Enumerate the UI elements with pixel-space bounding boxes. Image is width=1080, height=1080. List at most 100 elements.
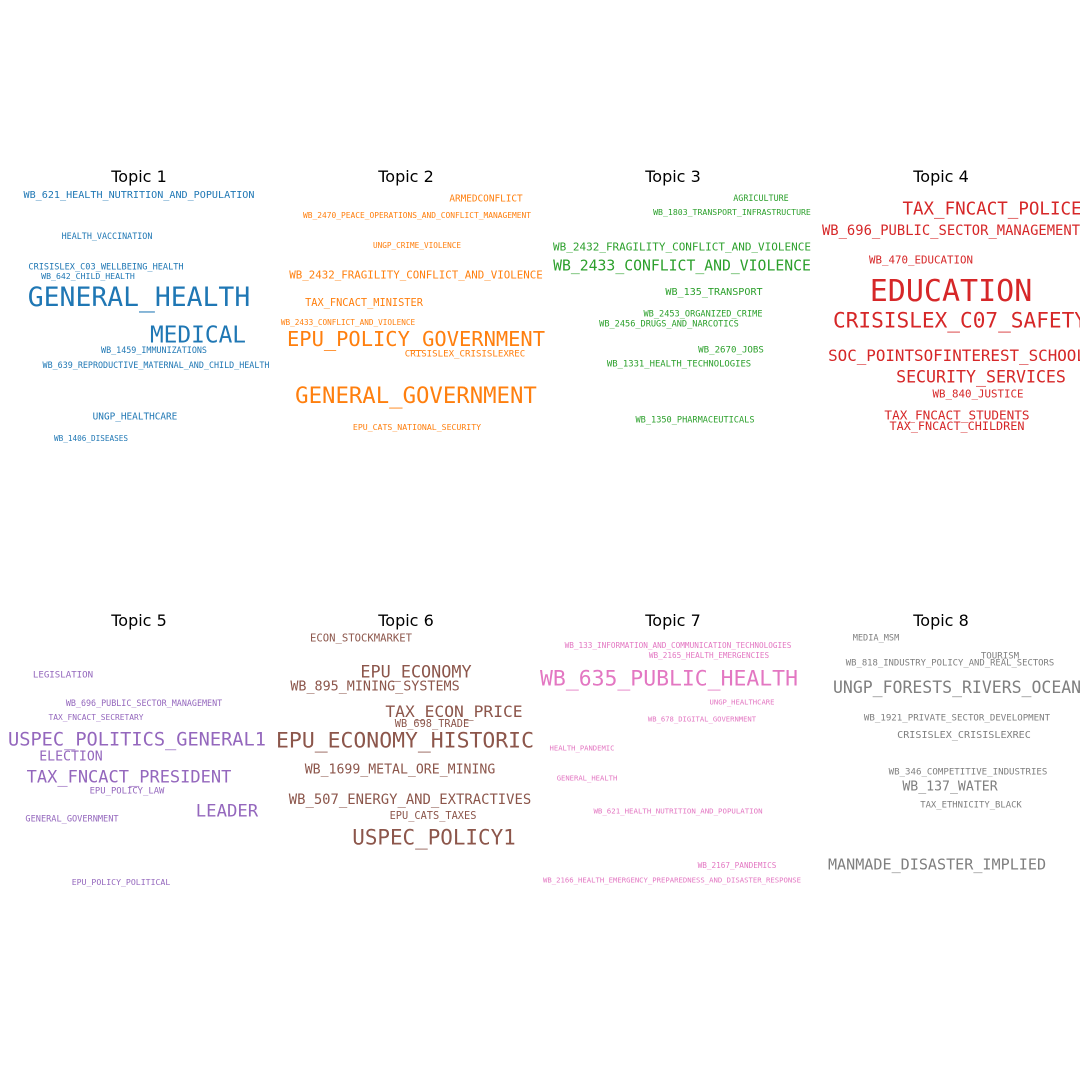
word-wb-1331-health-technologies: WB_1331_HEALTH_TECHNOLOGIES (606, 359, 752, 370)
word-tourism: TOURISM (980, 651, 1020, 662)
word-tax-fncact-police: TAX_FNCACT_POLICE (902, 199, 1080, 220)
word-agriculture: AGRICULTURE (733, 192, 789, 203)
word-uspec-policy1: USPEC_POLICY1 (352, 825, 516, 850)
word-cloud: ARMEDCONFLICT WB_2470_PEACE_OPERATIONS_AN… (275, 188, 545, 458)
topic-title: Topic 5 (111, 611, 167, 630)
word-wb-2470-peace-operations-and-conflict-management: WB_2470_PEACE_OPERATIONS_AND_CONFLICT_MA… (302, 211, 532, 221)
word-wb-696-public-sector-management: WB_696_PUBLIC_SECTOR_MANAGEMENT (65, 697, 223, 708)
word-wb-2433-conflict-and-violence: WB_2433_CONFLICT_AND_VIOLENCE (280, 318, 416, 328)
word-wb-1699-metal-ore-mining: WB_1699_METAL_ORE_MINING (304, 762, 496, 778)
topic-panel-5: Topic 5 LEGISLATION WB_696_PUBLIC_SECTOR_M… (8, 612, 270, 902)
word-wb-2453-organized-crime: WB_2453_ORGANIZED_CRIME (643, 309, 763, 320)
word-cloud: TAX_FNCACT_POLICE WB_696_PUBLIC_SECTOR_MA… (810, 188, 1080, 458)
word-wb-696-public-sector-management: WB_696_PUBLIC_SECTOR_MANAGEMENT (821, 223, 1080, 240)
word-armedconflict: ARMEDCONFLICT (449, 193, 523, 205)
word-soc-pointsofinterest-school: SOC_POINTSOFINTEREST_SCHOOL (828, 346, 1080, 366)
word-education: EDUCATION (869, 274, 1033, 309)
word-general-government: GENERAL_GOVERNMENT (295, 382, 537, 409)
word-wb-1350-pharmaceuticals: WB_1350_PHARMACEUTICALS (635, 415, 755, 426)
word-crisislex-crisislexrec: CRISISLEX_CRISISLEXREC (897, 729, 1031, 741)
word-manmade-disaster-implied: MANMADE_DISASTER_IMPLIED (827, 855, 1047, 874)
word-wb-135-transport: WB_135_TRANSPORT (665, 286, 763, 298)
word-tax-fncact-students: TAX_FNCACT_STUDENTS (884, 407, 1030, 423)
word-wb-1459-immunizations: WB_1459_IMMUNIZATIONS (101, 344, 207, 355)
word-econ-stockmarket: ECON_STOCKMARKET (309, 632, 413, 645)
word-medical: MEDICAL (149, 322, 247, 349)
word-wb-2433-conflict-and-violence: WB_2433_CONFLICT_AND_VIOLENCE (553, 257, 811, 275)
word-cloud: LEGISLATION WB_696_PUBLIC_SECTOR_MANAGEME… (8, 632, 270, 902)
word-ungp-healthcare: UNGP_HEALTHCARE (92, 411, 178, 423)
word-wb-639-reproductive-maternal-and-child-health: WB_639_REPRODUCTIVE_MATERNAL_AND_CHILD_H… (42, 359, 270, 370)
word-tax-fncact-secretary: TAX_FNCACT_SECRETARY (48, 713, 144, 723)
word-media-msm: MEDIA_MSM (852, 633, 900, 644)
word-ungp-forests-rivers-oceans: UNGP_FORESTS_RIVERS_OCEANS (832, 677, 1080, 697)
word-wb-2166-health-emergency-preparedness-and-disaster-response: WB_2166_HEALTH_EMERGENCY_PREPAREDNESS_AN… (542, 875, 802, 885)
word-cloud: WB_133_INFORMATION_AND_COMMUNICATION_TEC… (540, 632, 804, 902)
word-crisislex-c07-safety: CRISISLEX_C07_SAFETY (833, 307, 1080, 333)
topic-panel-4: Topic 4 TAX_FNCACT_POLICE WB_696_PUBLIC_SE… (810, 167, 1080, 458)
word-wb-2456-drugs-and-narcotics: WB_2456_DRUGS_AND_NARCOTICS (599, 319, 739, 330)
topic-panel-1: Topic 1 WB_621_HEALTH_NUTRITION_AND_POPUL… (8, 168, 270, 458)
word-epu-policy-law: EPU_POLICY_LAW (89, 786, 165, 797)
word-uspec-politics-general1: USPEC_POLITICS_GENERAL1 (8, 729, 266, 751)
word-wb-840-justice: WB_840_JUSTICE (932, 387, 1024, 401)
word-crisislex-c03-wellbeing-health: CRISISLEX_C03_WELLBEING_HEALTH (28, 262, 184, 273)
word-tax-fncact-president: TAX_FNCACT_PRESIDENT (26, 767, 232, 788)
topic-panel-3: Topic 3 AGRICULTURE WB_1803_TRANSPORT_INFR… (542, 167, 811, 458)
word-tax-fncact-minister: TAX_FNCACT_MINISTER (305, 296, 423, 309)
word-cloud: WB_621_HEALTH_NUTRITION_AND_POPULATION HE… (8, 188, 270, 458)
word-wb-678-digital-government: WB_678_DIGITAL_GOVERNMENT (647, 714, 757, 724)
topic-title: Topic 8 (913, 611, 969, 630)
word-epu-cats-taxes: EPU_CATS_TAXES (389, 809, 477, 822)
word-ungp-healthcare: UNGP_HEALTHCARE (709, 697, 775, 707)
word-cloud: AGRICULTURE WB_1803_TRANSPORT_INFRASTRUCT… (542, 188, 811, 458)
topic-title: Topic 4 (913, 167, 969, 186)
word-wb-137-water: WB_137_WATER (902, 779, 998, 795)
word-cloud: ECON_STOCKMARKET EPU_ECONOMY WB_895_MINING… (275, 632, 537, 902)
word-epu-cats-national-security: EPU_CATS_NATIONAL_SECURITY (352, 421, 482, 432)
word-leader: LEADER (195, 801, 259, 822)
word-wb-895-mining-systems: WB_895_MINING_SYSTEMS (290, 679, 460, 695)
word-wb-698-trade: WB_698_TRADE (394, 717, 470, 730)
topic-title: Topic 3 (645, 167, 701, 186)
word-wb-2432-fragility-conflict-and-violence: WB_2432_FRAGILITY_CONFLICT_AND_VIOLENCE (553, 240, 811, 254)
word-epu-economy: EPU_ECONOMY (360, 661, 472, 682)
word-wb-470-education: WB_470_EDUCATION (868, 253, 974, 267)
word-wb-133-information-and-communication-technologies: WB_133_INFORMATION_AND_COMMUNICATION_TEC… (564, 641, 792, 651)
word-wb-818-industry-policy-and-real-sectors: WB_818_INDUSTRY_POLICY_AND_REAL_SECTORS (845, 658, 1055, 669)
word-wb-507-energy-and-extractives: WB_507_ENERGY_AND_EXTRACTIVES (288, 792, 532, 809)
topic-panel-8: Topic 8 MEDIA_MSM TOURISM WB_818_INDUSTRY_P… (810, 611, 1080, 902)
word-legislation: LEGISLATION (32, 670, 94, 681)
topic-title: Topic 7 (645, 611, 701, 630)
word-tax-econ-price: TAX_ECON_PRICE (385, 701, 523, 721)
word-wb-642-child-health: WB_642_CHILD_HEALTH (41, 270, 135, 281)
word-general-health: GENERAL_HEALTH (556, 773, 618, 783)
word-tax-fncact-children: TAX_FNCACT_CHILDREN (889, 419, 1025, 434)
topic-panel-7: Topic 7 WB_133_INFORMATION_AND_COMMUNICAT… (540, 611, 804, 902)
word-tax-ethnicity-black: TAX_ETHNICITY_BLACK (920, 800, 1022, 811)
word-wb-2670-jobs: WB_2670_JOBS (698, 345, 764, 356)
topic-title: Topic 2 (378, 167, 434, 186)
word-epu-policy-government: EPU_POLICY_GOVERNMENT (287, 326, 545, 351)
word-epu-policy-political: EPU_POLICY_POLITICAL (71, 876, 171, 887)
word-wb-346-competitive-industries: WB_346_COMPETITIVE_INDUSTRIES (888, 767, 1048, 778)
word-wb-621-health-nutrition-and-population: WB_621_HEALTH_NUTRITION_AND_POPULATION (23, 189, 255, 201)
word-security-services: SECURITY_SERVICES (896, 367, 1066, 387)
word-wb-1921-private-sector-development: WB_1921_PRIVATE_SECTOR_DEVELOPMENT (863, 713, 1051, 724)
word-ungp-crime-violence: UNGP_CRIME_VIOLENCE (373, 241, 461, 251)
word-wb-2167-pandemics: WB_2167_PANDEMICS (697, 861, 777, 871)
topic-title: Topic 1 (111, 167, 167, 186)
word-cloud: MEDIA_MSM TOURISM WB_818_INDUSTRY_POLICY_A… (810, 632, 1080, 902)
topic-title: Topic 6 (378, 611, 434, 630)
word-epu-economy-historic: EPU_ECONOMY_HISTORIC (276, 728, 534, 754)
word-election: ELECTION (39, 749, 103, 765)
word-health-vaccination: HEALTH_VACCINATION (61, 230, 153, 241)
word-wb-1803-transport-infrastructure: WB_1803_TRANSPORT_INFRASTRUCTURE (653, 206, 811, 217)
topic-panel-6: Topic 6 ECON_STOCKMARKET EPU_ECONOMY WB_895… (275, 612, 537, 902)
word-wb-2165-health-emergencies: WB_2165_HEALTH_EMERGENCIES (648, 651, 770, 661)
word-wb-2432-fragility-conflict-and-violence: WB_2432_FRAGILITY_CONFLICT_AND_VIOLENCE (289, 268, 543, 282)
word-wb-635-public-health: WB_635_PUBLIC_HEALTH (540, 666, 798, 692)
word-health-pandemic: HEALTH_PANDEMIC (549, 743, 615, 753)
word-wb-621-health-nutrition-and-population: WB_621_HEALTH_NUTRITION_AND_POPULATION (593, 806, 763, 816)
word-general-government: GENERAL_GOVERNMENT (25, 814, 119, 825)
